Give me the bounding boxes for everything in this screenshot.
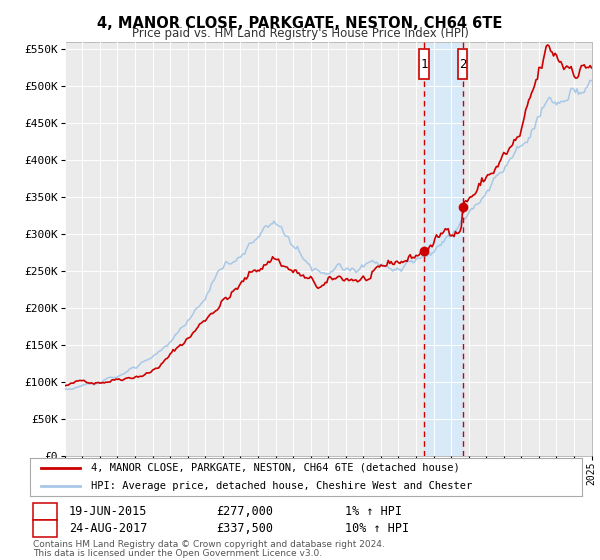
Text: 10% ↑ HPI: 10% ↑ HPI xyxy=(345,522,409,535)
Text: 1: 1 xyxy=(41,505,49,518)
FancyBboxPatch shape xyxy=(458,49,467,79)
Text: 4, MANOR CLOSE, PARKGATE, NESTON, CH64 6TE (detached house): 4, MANOR CLOSE, PARKGATE, NESTON, CH64 6… xyxy=(91,463,460,473)
Text: £337,500: £337,500 xyxy=(216,522,273,535)
Text: £277,000: £277,000 xyxy=(216,505,273,518)
FancyBboxPatch shape xyxy=(419,49,429,79)
Text: HPI: Average price, detached house, Cheshire West and Chester: HPI: Average price, detached house, Ches… xyxy=(91,481,472,491)
Text: 19-JUN-2015: 19-JUN-2015 xyxy=(69,505,148,518)
Text: 1: 1 xyxy=(421,58,428,71)
Text: Contains HM Land Registry data © Crown copyright and database right 2024.: Contains HM Land Registry data © Crown c… xyxy=(33,540,385,549)
Text: This data is licensed under the Open Government Licence v3.0.: This data is licensed under the Open Gov… xyxy=(33,549,322,558)
Text: 1% ↑ HPI: 1% ↑ HPI xyxy=(345,505,402,518)
Bar xyxy=(424,42,463,456)
Text: 4, MANOR CLOSE, PARKGATE, NESTON, CH64 6TE: 4, MANOR CLOSE, PARKGATE, NESTON, CH64 6… xyxy=(97,16,503,31)
Text: 2: 2 xyxy=(459,58,466,71)
Text: 2: 2 xyxy=(41,522,49,535)
Text: Price paid vs. HM Land Registry's House Price Index (HPI): Price paid vs. HM Land Registry's House … xyxy=(131,27,469,40)
Text: 24-AUG-2017: 24-AUG-2017 xyxy=(69,522,148,535)
